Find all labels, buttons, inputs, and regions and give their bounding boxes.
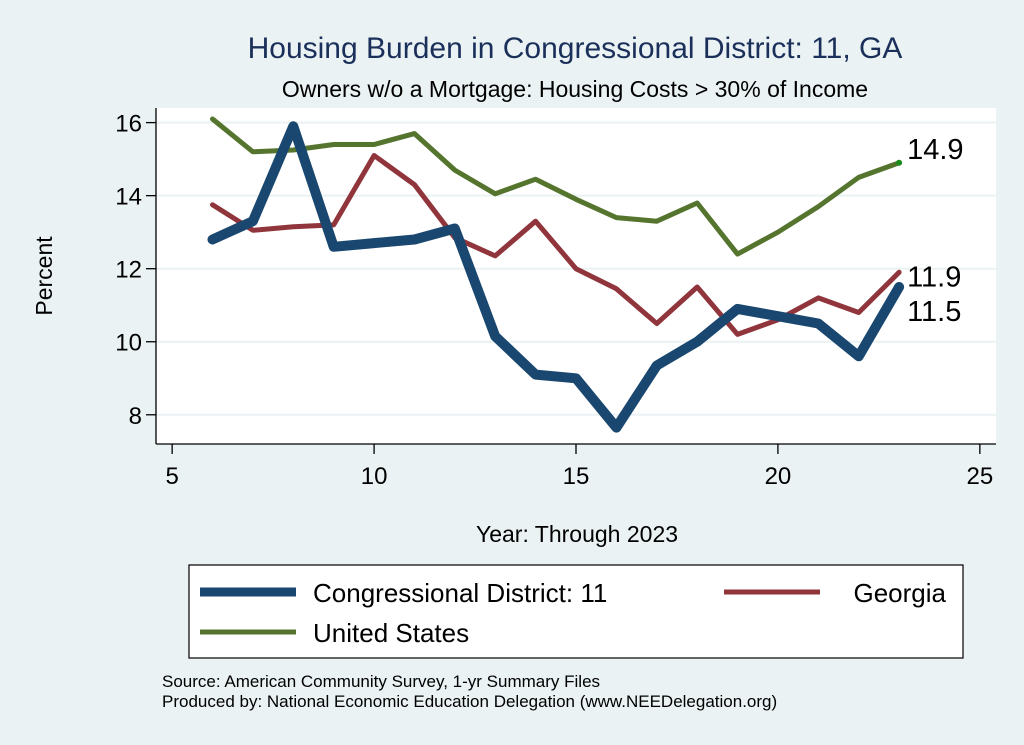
producer-note: Produced by: National Economic Education… (162, 692, 777, 711)
legend: Congressional District: 11 Georgia Unite… (188, 564, 964, 659)
series-line-0 (207, 121, 905, 433)
y-tick-label: 16 (115, 111, 142, 138)
series-lines (207, 116, 905, 433)
x-tick-label: 25 (966, 463, 993, 490)
x-axis-ticks: 5 10 15 20 25 (165, 444, 993, 490)
series-line-2 (210, 116, 902, 257)
us-end-point (896, 159, 903, 166)
end-label-1: 11.9 (907, 261, 961, 293)
chart-title: Housing Burden in Congressional District… (248, 32, 903, 65)
end-labels: 11.511.9 14.9 (907, 134, 963, 328)
legend-label-us: United States (313, 618, 469, 648)
y-tick-label: 14 (115, 184, 142, 211)
source-note: Source: American Community Survey, 1-yr … (162, 672, 600, 691)
plot-area (156, 108, 996, 444)
x-tick-label: 5 (165, 463, 178, 490)
legend-box (188, 564, 964, 659)
legend-label-cd11: Congressional District: 11 (313, 578, 607, 608)
y-axis-ticks: 8 10 12 14 16 (115, 111, 156, 430)
x-tick-label: 15 (563, 463, 590, 490)
y-tick-label: 10 (115, 330, 142, 357)
end-label-2: 14.9 (907, 134, 963, 166)
y-axis-title: Percent (31, 236, 57, 316)
x-axis-title: Year: Through 2023 (476, 521, 678, 547)
x-tick-label: 10 (361, 463, 388, 490)
y-tick-label: 12 (115, 257, 142, 284)
x-tick-label: 20 (765, 463, 792, 490)
chart-subtitle: Owners w/o a Mortgage: Housing Costs > 3… (282, 76, 868, 102)
y-tick-label: 8 (129, 403, 142, 430)
legend-label-georgia: Georgia (854, 578, 947, 608)
end-label-0: 11.5 (907, 296, 961, 328)
